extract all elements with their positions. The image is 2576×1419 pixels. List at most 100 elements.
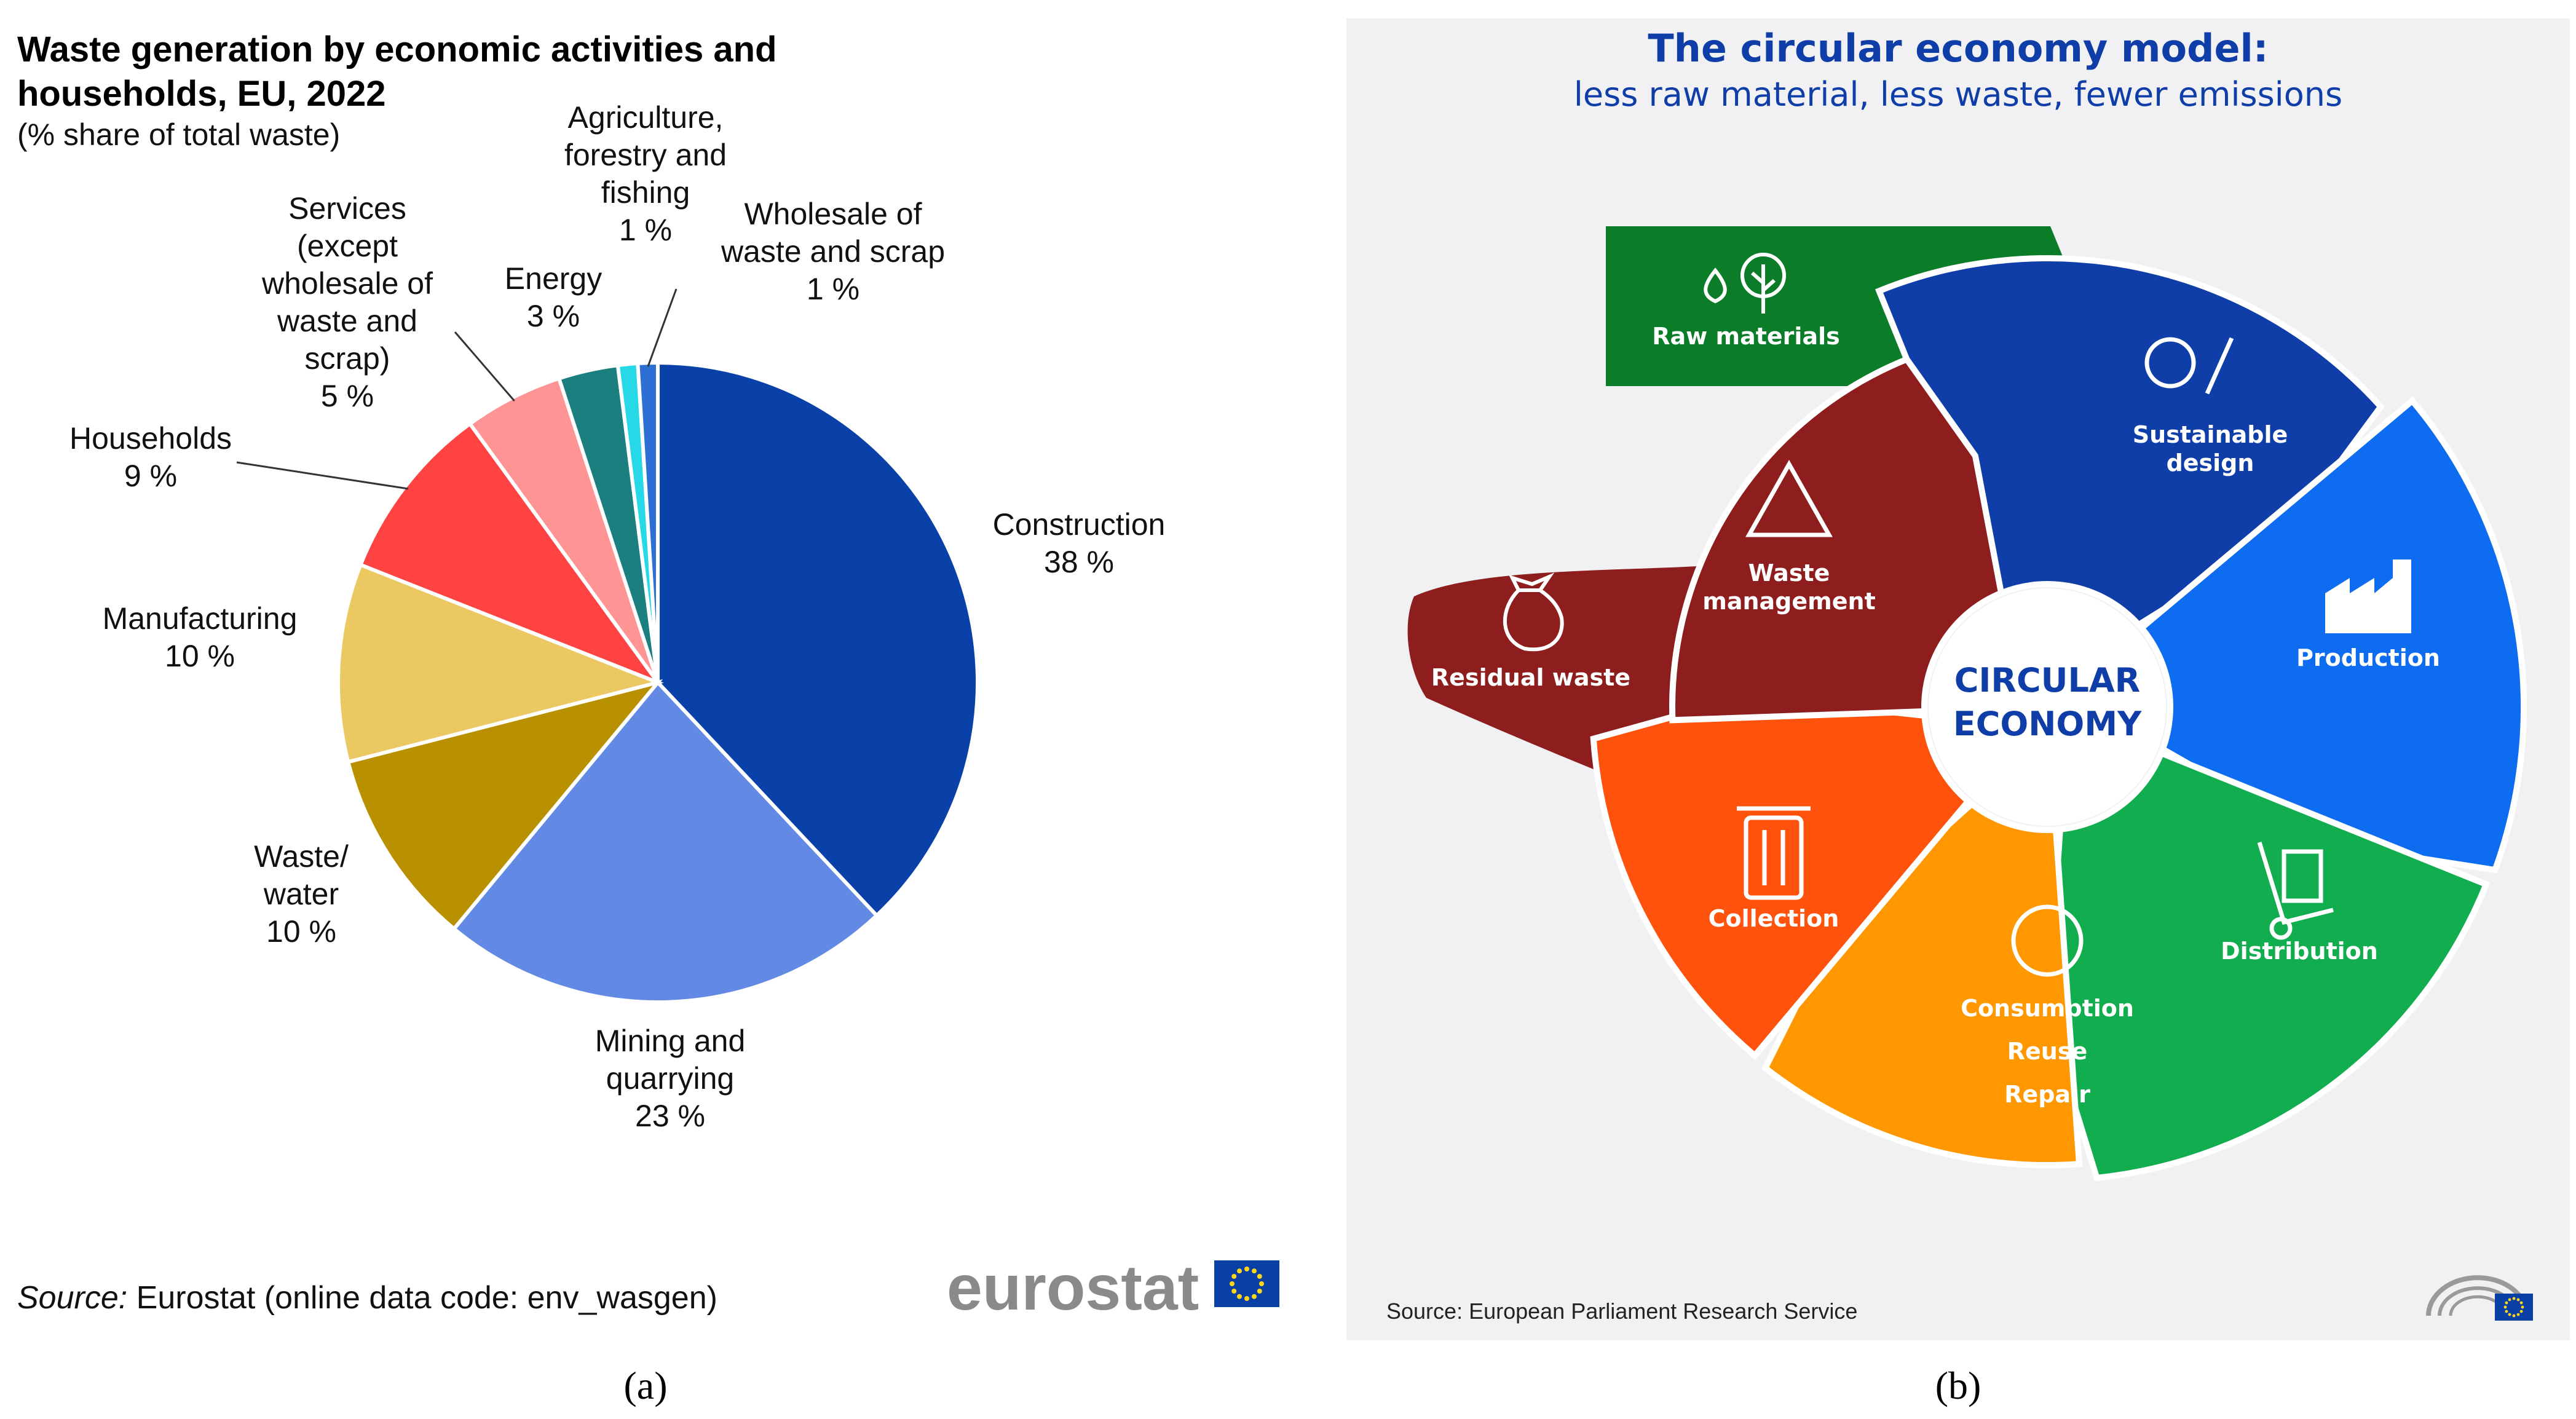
pie-label-agriculture-forestry-and-fishing: Agriculture, forestry and fishing 1 % xyxy=(564,100,727,247)
pie-value-label: 23 % xyxy=(635,1099,705,1133)
pie-label-wholesale-of-waste-and-scrap: Wholesale of waste and scrap 1 % xyxy=(721,197,945,306)
residual-waste-label: Residual waste xyxy=(1431,664,1630,691)
caption-b: (b) xyxy=(1935,1364,1981,1407)
pie-label-energy: Energy 3 % xyxy=(505,261,602,333)
flag-star xyxy=(2508,1298,2511,1302)
ring-label-production: Production xyxy=(2296,644,2440,671)
pie-category-label: water xyxy=(263,877,339,911)
trash-bin-icon xyxy=(1737,806,1811,900)
pie-value-label: 10 % xyxy=(165,639,235,673)
ring-label-line: Production xyxy=(2296,644,2440,671)
eurostat-logo: eurostat xyxy=(947,1252,1279,1324)
leaf-tree-icon xyxy=(1704,253,1786,314)
ring-label-line: Distribution xyxy=(2221,938,2378,965)
flag-star xyxy=(2519,1301,2523,1305)
pie-slice-mining-and-quarrying xyxy=(451,679,880,1005)
pie-value-label: 1 % xyxy=(807,272,859,306)
pie-value-label: 5 % xyxy=(321,379,374,413)
flag-star xyxy=(2519,1310,2523,1313)
pie-value-label: 9 % xyxy=(124,459,177,493)
source-label: Source: xyxy=(17,1280,127,1316)
caption-a: (a) xyxy=(623,1364,667,1407)
pie-value-label: 1 % xyxy=(619,213,672,247)
pie-category-label: Households xyxy=(69,421,232,456)
ring-label-line: management xyxy=(1702,588,1876,615)
flag-star xyxy=(1259,1281,1264,1286)
pie-value-label: 3 % xyxy=(527,299,580,333)
flag-star xyxy=(2505,1301,2508,1305)
flag-star xyxy=(1231,1274,1237,1279)
ring-label-line: Sustainable xyxy=(2133,421,2288,448)
source-note: Source: Eurostat (online data code: env_… xyxy=(17,1280,717,1316)
pie-category-label: Construction xyxy=(993,507,1166,542)
panel-b-source: Source: European Parliament Research Ser… xyxy=(1386,1298,1857,1324)
ring-label-line: Waste xyxy=(1748,559,1830,587)
flag-star xyxy=(1231,1289,1237,1294)
panel-b-title: The circular economy model: xyxy=(1648,26,2268,71)
ring-label-line: Reuse xyxy=(2007,1038,2087,1065)
recycle-icon xyxy=(1745,459,1833,537)
leader-line-households xyxy=(236,461,409,490)
flag-star xyxy=(2516,1298,2520,1302)
pie-category-label: wholesale of xyxy=(261,266,433,301)
pie-label-manufacturing: Manufacturing 10 % xyxy=(103,601,298,673)
factory-icon xyxy=(2325,559,2411,633)
pie-slice-wholesale-of-waste-and-scrap xyxy=(636,360,660,683)
panel-b-subtitle: less raw material, less waste, fewer emi… xyxy=(1574,75,2342,114)
pie-slice-households xyxy=(358,421,663,687)
flag-star xyxy=(2503,1305,2507,1309)
pie-slice-construction xyxy=(656,360,980,919)
center-circle xyxy=(1929,588,2166,826)
flag-star xyxy=(2521,1305,2524,1309)
leader-line-wholesale-of-waste-and-scrap xyxy=(647,288,678,367)
flag-star xyxy=(1257,1274,1262,1279)
chart-title-line1: Waste generation by economic activities … xyxy=(17,30,777,69)
ring-label-sustainable-design: Sustainable design xyxy=(2133,421,2288,476)
flag-star xyxy=(1237,1294,1242,1299)
flag-star xyxy=(1230,1281,1235,1286)
flag-star xyxy=(1237,1268,1242,1274)
ring-segment-production xyxy=(2137,396,2527,874)
flag-star xyxy=(2505,1310,2508,1313)
flag-star xyxy=(2512,1297,2516,1300)
flag-star xyxy=(1244,1296,1249,1301)
pie-category-label: waste and scrap xyxy=(721,234,945,269)
pie-category-label: Agriculture, xyxy=(568,100,724,135)
ring-label-line: design xyxy=(2167,449,2254,476)
pie-category-label: Energy xyxy=(505,261,602,296)
pie-leader-lines xyxy=(236,288,678,490)
flag-star xyxy=(2512,1314,2516,1318)
pie-label-households: Households 9 % xyxy=(69,421,232,493)
ring-label-waste-management: Waste management xyxy=(1702,559,1876,615)
ring-segment-consumption-reuse-repair xyxy=(1761,800,2083,1168)
pie-category-label: Waste/ xyxy=(254,839,349,874)
lightbulb-pencil-icon xyxy=(2144,337,2234,395)
pie-label-waste-water: Waste/water 10 % xyxy=(254,839,349,949)
pie-value-label: 38 % xyxy=(1044,545,1114,579)
center-label-line1: CIRCULAR xyxy=(1954,661,2141,700)
eurostat-logo-text: eurostat xyxy=(947,1252,1199,1324)
pie-category-label: Mining and xyxy=(595,1024,746,1058)
pie-category-label: scrap) xyxy=(305,341,390,376)
pie-slices xyxy=(336,360,980,1005)
chart-title-line2: households, EU, 2022 xyxy=(17,74,386,114)
pie-category-label: forestry and xyxy=(564,138,727,172)
center-label-line2: ECONOMY xyxy=(1953,705,2142,743)
pie-category-label: fishing xyxy=(601,175,690,210)
circular-ring: Sustainable design Production Distribution C… xyxy=(1590,255,2527,1182)
residual-waste-bag-icon xyxy=(1503,572,1564,652)
chart-subtitle: (% share of total waste) xyxy=(17,117,340,152)
pie-slice-manufacturing xyxy=(336,562,664,764)
raw-materials-label: Raw materials xyxy=(1652,323,1839,350)
pie-category-label: (except xyxy=(297,229,398,263)
pie-labels: Construction 38 % Mining and quarrying 23 % W… xyxy=(69,100,1165,1133)
flag-star xyxy=(2516,1313,2520,1316)
eu-flag-stars-icon xyxy=(1230,1267,1264,1301)
ring-segment-waste-management xyxy=(1669,355,2005,724)
pie-category-label: waste and xyxy=(277,304,417,338)
ring-label-collection: Collection xyxy=(1709,905,1839,932)
ring-label-line: Consumption xyxy=(1961,995,2134,1022)
source-text: Eurostat (online data code: env_wasgen) xyxy=(127,1280,717,1316)
flag-star xyxy=(1244,1267,1249,1271)
pie-category-label: quarrying xyxy=(606,1061,734,1096)
